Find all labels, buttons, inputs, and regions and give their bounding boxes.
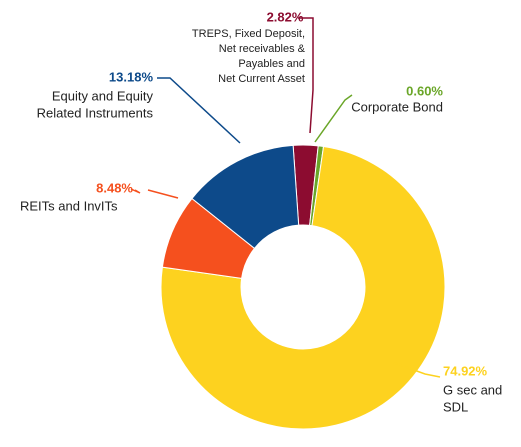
category-label: SDL <box>443 399 468 414</box>
category-label: REITs and InvITs <box>20 198 118 213</box>
leader-line <box>130 188 179 199</box>
leader-line <box>314 94 353 143</box>
value-label: 2.82% <box>267 9 304 24</box>
category-label: Net receivables & <box>219 43 306 55</box>
donut-segment <box>160 145 446 430</box>
leader-line <box>157 77 241 144</box>
leader-line <box>298 17 314 134</box>
leader-line <box>391 361 441 378</box>
value-label: 13.18% <box>109 69 154 84</box>
category-label: Corporate Bond <box>351 99 443 114</box>
category-label: G sec and <box>443 382 502 397</box>
category-label: Net Current Asset <box>218 73 305 85</box>
value-label: 0.60% <box>406 83 443 98</box>
category-label: TREPS, Fixed Deposit, <box>192 28 305 40</box>
category-label: Payables and <box>238 58 305 70</box>
category-label: Equity and Equity <box>52 88 154 103</box>
donut-segment <box>191 144 300 250</box>
category-label: Related Instruments <box>37 105 154 120</box>
value-label: 74.92% <box>443 363 488 378</box>
value-label: 8.48% <box>96 180 133 195</box>
